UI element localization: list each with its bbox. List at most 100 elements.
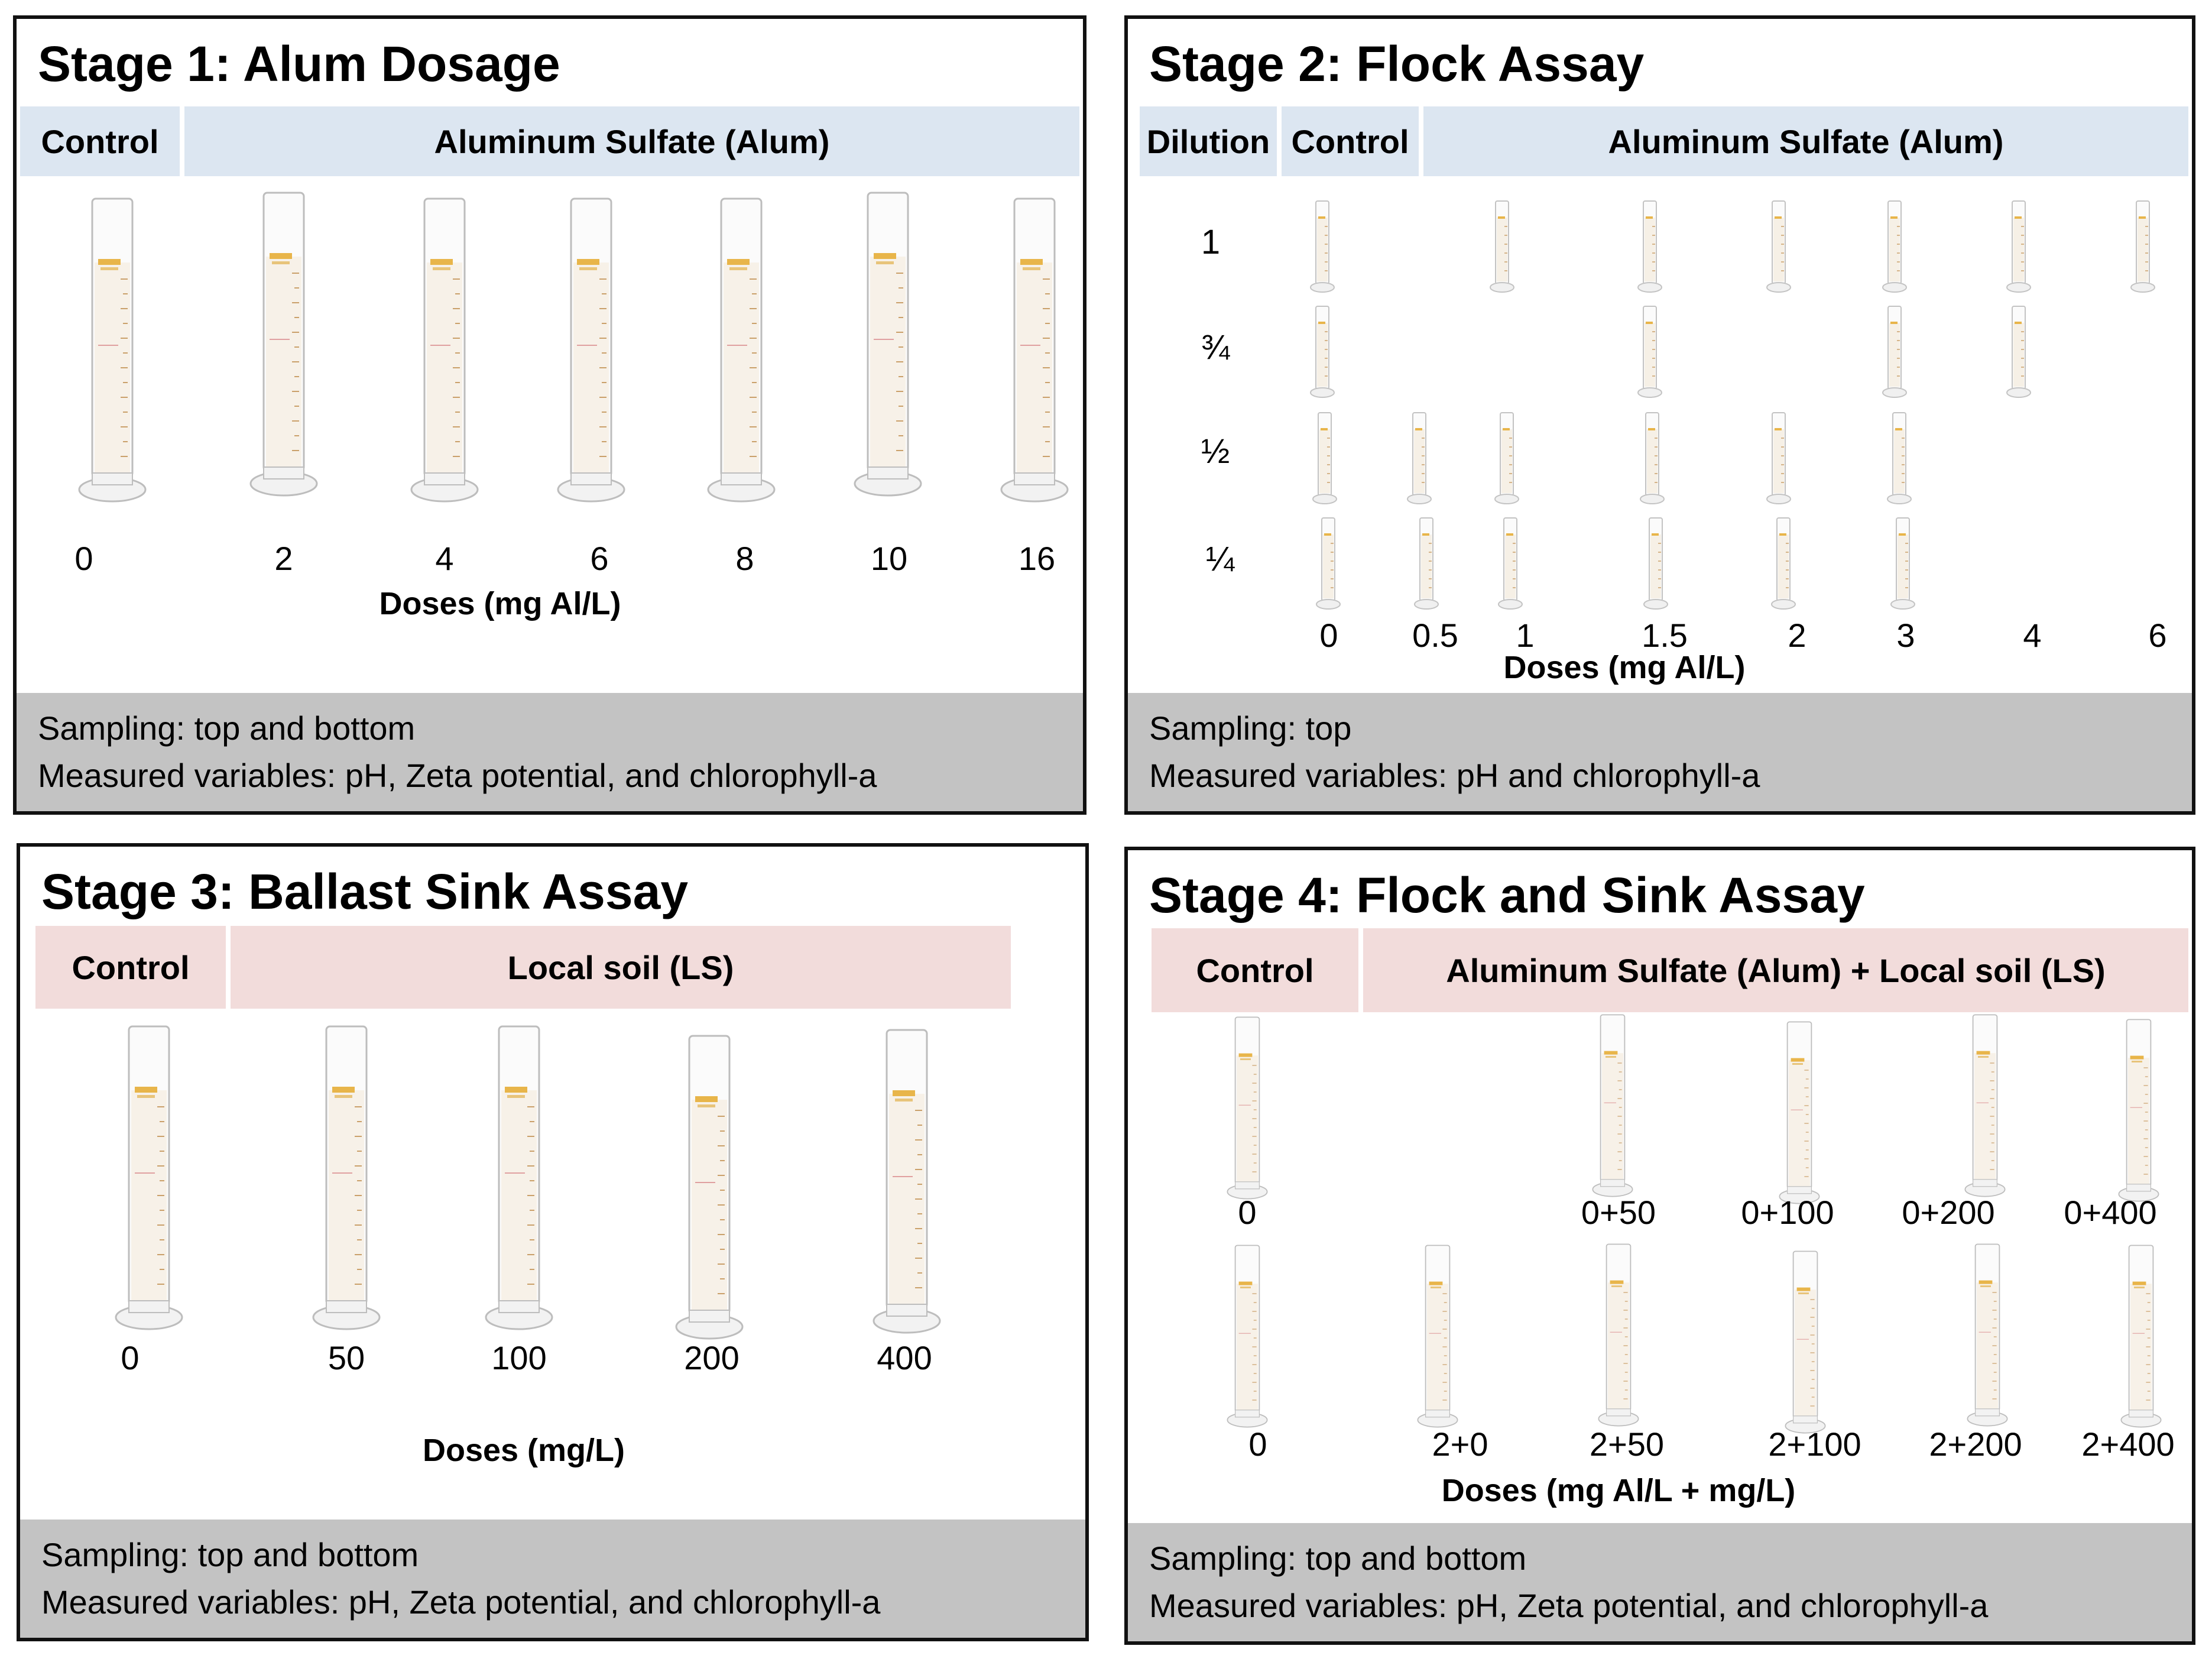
cylinder [706, 196, 777, 510]
stage4-measured: Measured variables: pH, Zeta potential, … [1149, 1587, 1989, 1624]
cylinder [1966, 1243, 2009, 1431]
small-cylinder [1633, 305, 1668, 400]
small-cylinder [1877, 305, 1913, 400]
stage3-dose-label: 100 [491, 1339, 547, 1376]
stage4-header-control: Control [1152, 928, 1358, 1012]
stage2-header-control: Control [1282, 106, 1419, 176]
cylinder [113, 1024, 184, 1337]
stage2-footer: Sampling: top Measured variables: pH and… [1128, 693, 2192, 811]
stage4-panel: Stage 4: Flock and Sink Assay Control Al… [1124, 847, 2195, 1645]
stage2-dilution-label: ¼ [1205, 540, 1235, 578]
stage2-dose-label: 1 [1516, 617, 1535, 654]
stage4-row1-dose-label: 0+400 [2064, 1194, 2157, 1231]
stage4-row2-dose-label: 2+400 [2081, 1426, 2175, 1463]
stage4-header-group: Aluminum Sulfate (Alum) + Local soil (LS… [1363, 928, 2188, 1012]
small-cylinder [1493, 517, 1529, 611]
stage3-header-group: Local soil (LS) [231, 926, 1011, 1009]
cylinder [484, 1024, 554, 1337]
stage1-panel: Stage 1: Alum Dosage Control Aluminum Su… [13, 15, 1086, 815]
stage2-dose-label: 6 [2148, 617, 2167, 654]
cylinder [556, 196, 627, 510]
stage4-axis-label: Doses (mg Al/L + mg/L) [1441, 1473, 1796, 1508]
small-cylinder [1762, 200, 1797, 294]
cylinder [248, 190, 319, 504]
cylinder [1591, 1013, 1634, 1201]
cylinder [409, 196, 480, 510]
stage3-title: Stage 3: Ballast Sink Assay [41, 864, 689, 919]
stage4-title: Stage 4: Flock and Sink Assay [1149, 867, 1865, 923]
stage1-header-group: Aluminum Sulfate (Alum) [184, 106, 1079, 176]
stage4-sampling: Sampling: top and bottom [1149, 1540, 1527, 1577]
stage2-dose-label: 1.5 [1642, 617, 1688, 654]
stage1-header-control: Control [20, 106, 180, 176]
small-cylinder [1886, 517, 1921, 611]
stage2-header-group: Aluminum Sulfate (Alum) [1423, 106, 2188, 176]
cylinder [1964, 1013, 2006, 1201]
cylinder [871, 1028, 942, 1341]
small-cylinder [1882, 412, 1918, 506]
small-cylinder [1766, 517, 1802, 611]
small-cylinder [1877, 200, 1913, 294]
cylinder [674, 1034, 745, 1347]
stage3-dose-label: 200 [684, 1339, 740, 1376]
stage4-row1-dose-label: 0+50 [1581, 1194, 1656, 1231]
cylinder [311, 1024, 382, 1337]
small-cylinder [1485, 200, 1520, 294]
stage4-row1-dose-label: 0+100 [1741, 1194, 1834, 1231]
small-cylinder [1633, 200, 1668, 294]
stage2-dose-label: 0.5 [1412, 617, 1458, 654]
stage2-dilution-label: ½ [1201, 432, 1230, 471]
stage3-axis-label: Doses (mg/L) [422, 1433, 625, 1468]
stage3-dose-label: 0 [121, 1339, 140, 1376]
cylinder [2117, 1018, 2160, 1206]
stage3-header-control: Control [35, 926, 226, 1009]
stage1-dose-label: 6 [590, 540, 609, 577]
stage1-dose-label: 10 [870, 540, 908, 577]
stage3-panel: Stage 3: Ballast Sink Assay Control Loca… [17, 843, 1089, 1641]
stage2-dose-label: 2 [1788, 617, 1806, 654]
stage4-row2-dose-label: 2+200 [1929, 1426, 2022, 1463]
cylinder [1784, 1250, 1827, 1438]
stage1-dose-label: 4 [435, 540, 454, 577]
small-cylinder [1490, 412, 1525, 506]
stage2-header-dilution: Dilution [1140, 106, 1277, 176]
stage1-sampling: Sampling: top and bottom [38, 709, 416, 747]
small-cylinder [1639, 517, 1674, 611]
small-cylinder [1409, 517, 1445, 611]
small-cylinder [1305, 305, 1341, 400]
small-cylinder [2126, 200, 2161, 294]
stage3-sampling: Sampling: top and bottom [41, 1536, 419, 1573]
stage2-sampling: Sampling: top [1149, 709, 1352, 747]
small-cylinder [2002, 200, 2037, 294]
small-cylinder [1311, 517, 1347, 611]
stage3-dose-label: 400 [877, 1339, 932, 1376]
small-cylinder [1635, 412, 1671, 506]
stage3-footer: Sampling: top and bottom Measured variab… [20, 1520, 1085, 1638]
small-cylinder [2002, 305, 2037, 400]
stage2-title: Stage 2: Flock Assay [1149, 36, 1645, 92]
small-cylinder [1308, 412, 1343, 506]
stage4-row2-dose-label: 2+0 [1432, 1426, 1488, 1463]
cylinder [1597, 1243, 1640, 1431]
stage3-dose-label: 50 [327, 1339, 365, 1376]
stage2-dilution-label: ¾ [1201, 328, 1230, 367]
small-cylinder [1762, 412, 1797, 506]
stage4-row2-dose-label: 2+100 [1768, 1426, 1861, 1463]
stage4-row2-dose-label: 0 [1248, 1426, 1267, 1463]
stage1-dose-label: 16 [1018, 540, 1056, 577]
stage1-dose-label: 0 [74, 540, 93, 577]
stage2-dilution-label: 1 [1201, 223, 1221, 261]
stage3-measured: Measured variables: pH, Zeta potential, … [41, 1583, 881, 1621]
stage2-dose-label: 3 [1896, 617, 1915, 654]
stage4-footer: Sampling: top and bottom Measured variab… [1128, 1523, 2192, 1641]
stage1-dose-label: 2 [274, 540, 293, 577]
cylinder [999, 196, 1070, 510]
cylinder [1416, 1244, 1459, 1432]
stage1-dose-label: 8 [735, 540, 754, 577]
stage4-row2-dose-label: 2+50 [1589, 1426, 1665, 1463]
stage2-measured: Measured variables: pH and chlorophyll-a [1149, 757, 1760, 794]
cylinder [852, 190, 923, 504]
stage2-panel: Stage 2: Flock Assay Dilution Control Al… [1124, 15, 2195, 815]
cylinder [1778, 1020, 1821, 1209]
stage2-dose-label: 0 [1319, 617, 1338, 654]
